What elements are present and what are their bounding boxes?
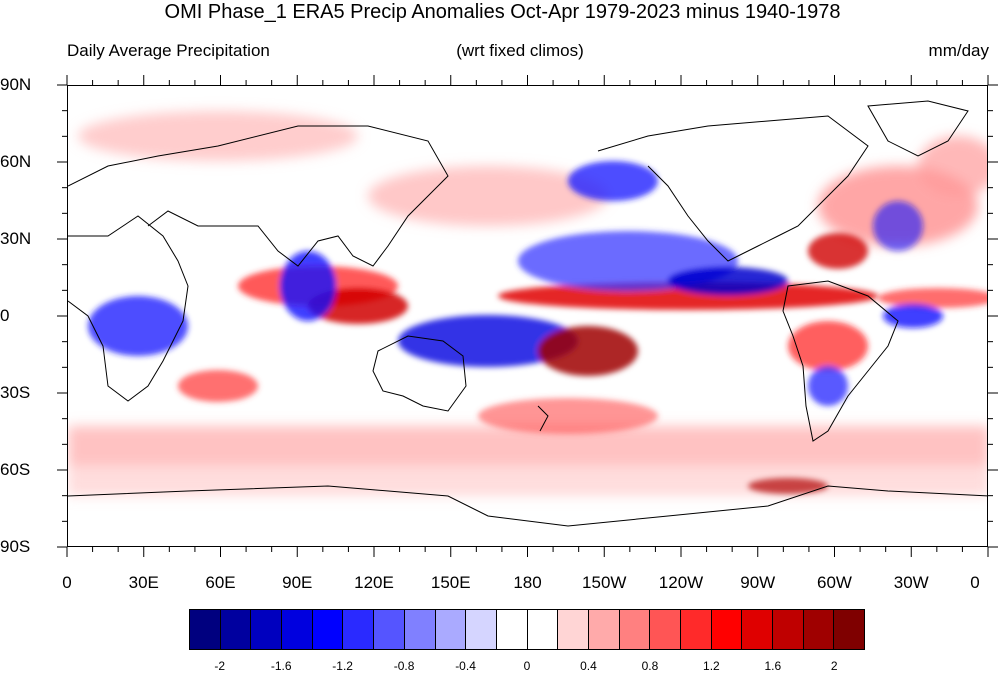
colorbar-swatch <box>435 610 467 649</box>
colorbar-label: 0 <box>523 659 531 673</box>
lat-label: 90S <box>0 537 31 556</box>
north-america-coast <box>597 115 869 262</box>
bering-negative <box>568 161 658 201</box>
s-indian-positive <box>178 370 258 402</box>
nordic-patch <box>918 136 987 196</box>
center-string: (wrt fixed climos) <box>456 41 584 60</box>
lon-label: 90E <box>282 573 313 592</box>
southern-weak-band <box>68 466 987 496</box>
colorbar-swatch <box>681 610 712 649</box>
lat-label: 30S <box>0 383 31 402</box>
bay-of-bengal-negative <box>280 251 336 321</box>
colorbar-label: 1.2 <box>703 659 720 673</box>
precip-anomaly-map <box>67 85 988 547</box>
africa-negative <box>88 296 188 356</box>
lon-label: 30W <box>893 573 929 592</box>
spcz-negative <box>398 315 578 367</box>
colorbar-swatch <box>343 610 375 649</box>
colorbar-swatch <box>711 610 743 649</box>
colorbar-label: 2 <box>830 659 838 673</box>
s-pacific-positive <box>478 398 658 434</box>
lon-label: 150W <box>582 573 627 592</box>
colorbar-swatch <box>282 610 313 649</box>
colorbar-label: 1.6 <box>764 659 782 673</box>
colorbar-label: -2 <box>214 659 226 673</box>
south-america-coast <box>782 280 899 442</box>
colorbar-swatch <box>527 610 559 649</box>
anomaly-field-smooth <box>68 111 987 496</box>
colorbar-label: -1.2 <box>332 659 353 673</box>
lon-label: 60W <box>817 573 852 592</box>
colorbar-swatch <box>220 610 252 649</box>
colorbar-label: -0.8 <box>393 659 415 673</box>
coastlines <box>68 100 987 527</box>
gulf-positive <box>808 233 868 269</box>
colorbar-label: -0.4 <box>455 659 476 673</box>
antarctic-peninsula-positive <box>748 478 828 494</box>
e-pacific-negative <box>668 267 788 295</box>
spcz-positive <box>538 326 638 376</box>
greenland-coast <box>867 100 969 157</box>
colorbar-swatch <box>742 610 774 649</box>
lat-label: 0 <box>0 306 10 325</box>
w-atlantic-negative <box>873 201 923 251</box>
s-america-negative <box>808 366 848 406</box>
left-string: Daily Average Precipitation <box>67 41 270 60</box>
colorbar-swatch <box>466 610 497 649</box>
lat-label: 60S <box>0 460 31 479</box>
north-pacific-west-patch <box>368 166 608 226</box>
eurasia-coast <box>68 125 449 267</box>
lon-label: 180 <box>513 573 542 592</box>
colorbar-swatch <box>312 610 344 649</box>
colorbar-swatch <box>619 610 651 649</box>
colorbar-swatch <box>773 610 804 649</box>
colorbar-label: 0.8 <box>641 659 659 673</box>
colorbar <box>189 609 865 650</box>
new-zealand-coast <box>537 405 549 432</box>
map-canvas <box>68 100 987 527</box>
lon-label: 0 <box>62 573 72 592</box>
lon-label: 150E <box>430 573 471 592</box>
eurasia-arctic-patch <box>78 111 358 161</box>
lat-label: 60N <box>0 152 32 171</box>
colorbar-swatch <box>496 610 528 649</box>
australia-coast <box>372 335 467 412</box>
lon-label: 0 <box>970 573 980 592</box>
colorbar-swatch <box>803 610 835 649</box>
s-america-positive <box>788 321 868 371</box>
colorbar-swatch <box>374 610 405 649</box>
lon-label: 30E <box>128 573 159 592</box>
colorbar-label: -1.6 <box>270 659 292 673</box>
lon-label: 90W <box>740 573 776 592</box>
atlantic-itcz-band <box>878 288 987 308</box>
colorbar-label: 0.4 <box>580 659 597 673</box>
colorbar-swatch <box>251 610 283 649</box>
lon-label: 120W <box>658 573 704 592</box>
lat-label: 30N <box>0 229 32 248</box>
lat-label: 90N <box>0 75 32 94</box>
colorbar-swatch <box>558 610 589 649</box>
colorbar-swatch <box>588 610 620 649</box>
units-string: mm/day <box>928 41 989 60</box>
lon-label: 60E <box>205 573 236 592</box>
colorbar-swatch <box>834 610 865 649</box>
colorbar-swatch <box>404 610 436 649</box>
africa-coast <box>68 215 189 402</box>
map-title: OMI Phase_1 ERA5 Precip Anomalies Oct-Ap… <box>164 1 841 23</box>
southern-positive-band <box>68 426 987 466</box>
antarctica-coast <box>68 485 987 527</box>
colorbar-swatch <box>190 610 221 649</box>
colorbar-swatch <box>650 610 681 649</box>
lon-label: 120E <box>354 573 394 592</box>
